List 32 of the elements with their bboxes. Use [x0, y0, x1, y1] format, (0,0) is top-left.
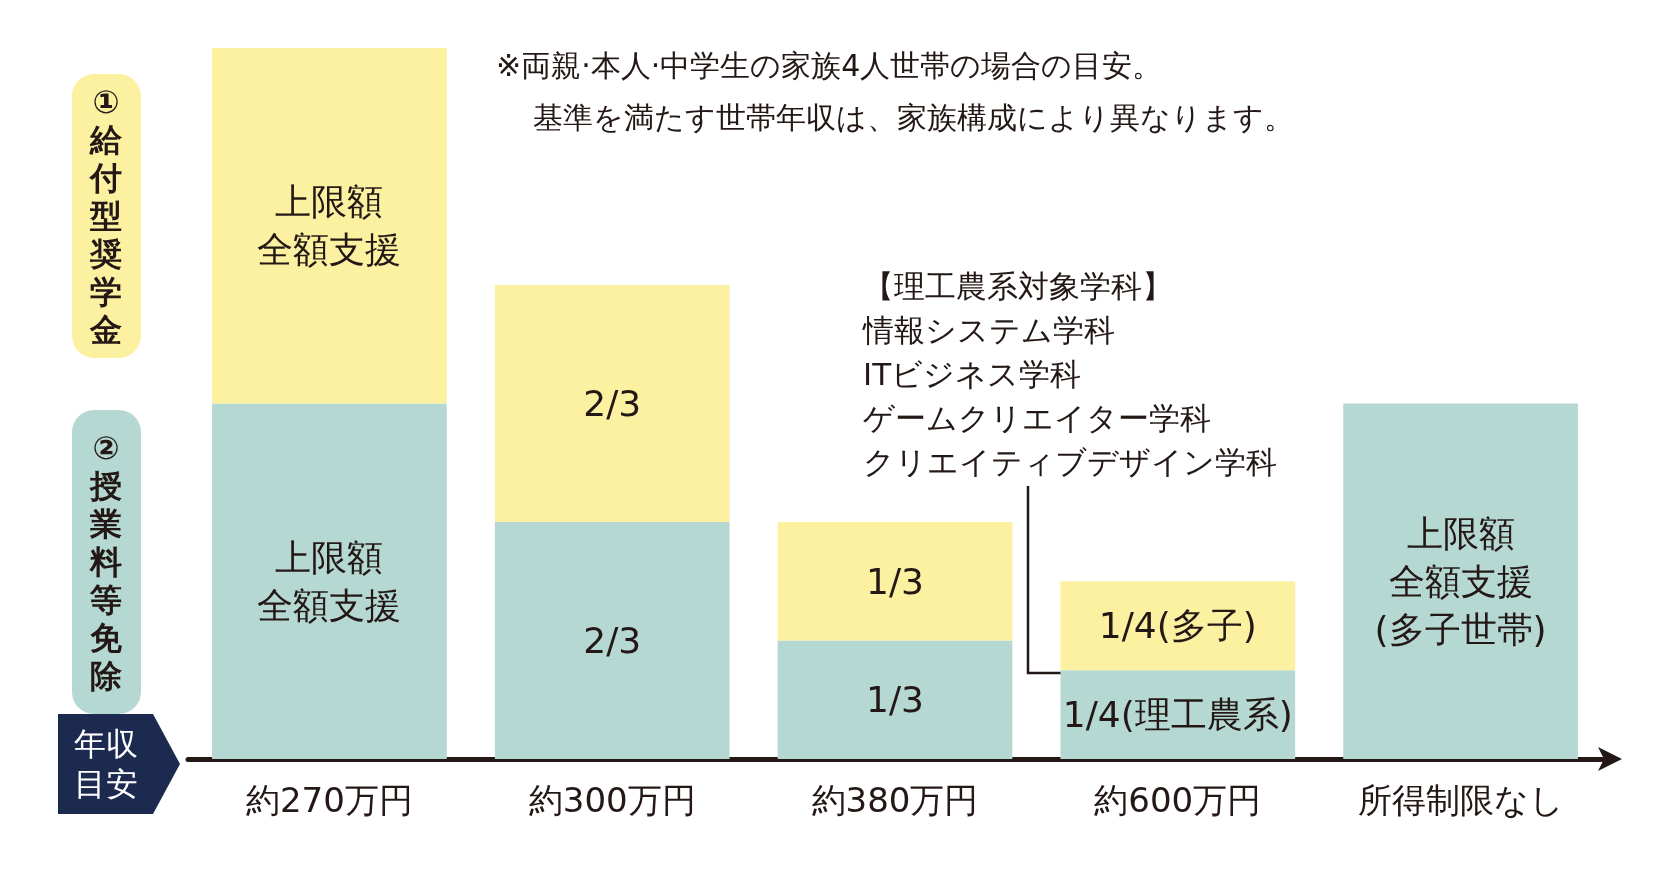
annotation: ※両親·本人·中学生の家族4人世帯の場合の目安。: [496, 47, 1163, 83]
bar: [212, 403, 447, 759]
x-tick-label: 約300万円: [528, 780, 696, 820]
bar: [494, 284, 730, 522]
data-label: 1/4(理工農系): [1062, 694, 1293, 736]
data-label: 上限額全額支援(多子世帯): [1374, 512, 1547, 650]
x-tick-label: 所得制限なし: [1357, 780, 1564, 820]
annotation: 情報システム学科: [862, 311, 1115, 348]
data-label: 1/3: [866, 560, 924, 602]
annotation: 基準を満たす世帯年収は、家族構成により異なります。: [533, 99, 1294, 135]
x-tick-label: 約270万円: [245, 780, 413, 820]
x-axis-title: 年収目安: [74, 725, 138, 803]
bar: [494, 521, 730, 759]
data-label: 上限額全額支援: [257, 536, 402, 626]
bar: [777, 640, 1013, 759]
annotation: ゲームクリエイター学科: [863, 399, 1211, 436]
text: ①給付型奨学金: [88, 83, 123, 349]
bar: [777, 522, 1013, 641]
data-label: 上限額全額支援: [257, 181, 402, 271]
bar: [1343, 403, 1578, 759]
x-tick-label: 約380万円: [811, 780, 979, 820]
annotation: ITビジネス学科: [863, 355, 1082, 392]
data-label: 1/3: [866, 679, 924, 721]
text: ②授業料等免除: [89, 429, 122, 695]
x-tick-label: 約600万円: [1094, 780, 1262, 820]
annotation: クリエイティブデザイン学科: [863, 443, 1277, 480]
data-label: 1/4(多子): [1098, 605, 1257, 647]
data-label: 2/3: [583, 619, 642, 661]
bar: [212, 48, 447, 404]
bar: [1060, 581, 1296, 671]
annotation: 【理工農系対象学科】: [863, 267, 1173, 304]
data-label: 2/3: [583, 382, 642, 424]
